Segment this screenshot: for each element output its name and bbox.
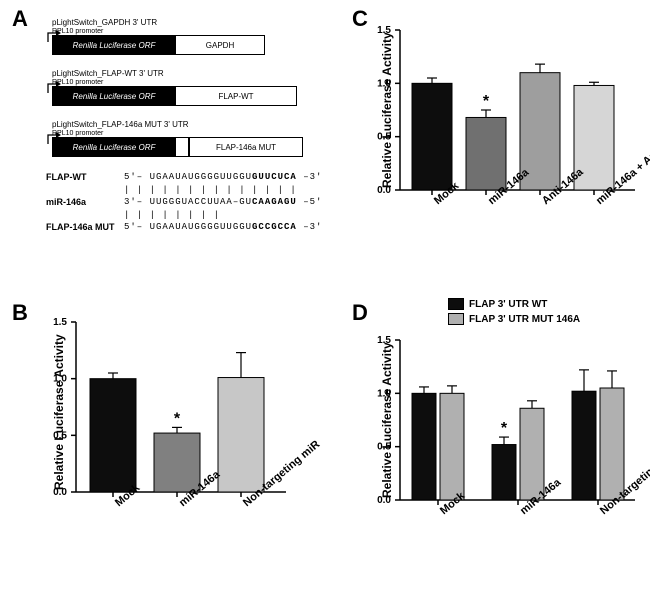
legend-label: FLAP 3' UTR MUT 146A xyxy=(469,314,580,325)
chart-D-ylabel: Relative Luciferase Activity xyxy=(380,342,394,498)
sequence-alignment: FLAP-WT5'– UGAAUAUGGGGUUGGUGUUCUCA –3' |… xyxy=(46,171,334,234)
svg-text:1.5: 1.5 xyxy=(53,317,67,328)
chart-D: Relative Luciferase Activity 0.00.51.01.… xyxy=(400,340,637,507)
construct-subtitle: RPL10 promoter xyxy=(52,79,334,86)
panel-A: pLightSwitch_GAPDH 3' UTRRPL10 promoterR… xyxy=(34,18,334,234)
luciferase-orf-box: Renilla Luciferase ORF xyxy=(52,137,176,157)
promoter-arrow-icon xyxy=(44,30,64,44)
svg-text:*: * xyxy=(174,410,181,427)
utr-box: GAPDH xyxy=(176,35,265,55)
legend-item: FLAP 3' UTR WT xyxy=(448,298,580,310)
promoter-arrow-icon xyxy=(44,81,64,95)
chart-B: Relative Luciferase Activity 0.00.51.01.… xyxy=(76,322,288,499)
legend-swatch xyxy=(448,313,464,325)
legend-swatch xyxy=(448,298,464,310)
luciferase-orf-box: Renilla Luciferase ORF xyxy=(52,86,176,106)
promoter-arrow-icon xyxy=(44,132,64,146)
svg-text:*: * xyxy=(483,93,490,110)
panel-label-C: C xyxy=(352,6,368,32)
utr-box: FLAP-146a MUT xyxy=(189,137,303,157)
chart-B-ylabel: Relative Luciferase Activity xyxy=(52,334,66,490)
construct-title: pLightSwitch_FLAP-WT 3' UTR xyxy=(52,69,334,78)
panel-label-D: D xyxy=(352,300,368,326)
legend-label: FLAP 3' UTR WT xyxy=(469,299,547,310)
construct-title: pLightSwitch_GAPDH 3' UTR xyxy=(52,18,334,27)
panel-label-A: A xyxy=(12,6,28,32)
luciferase-orf-box: Renilla Luciferase ORF xyxy=(52,35,176,55)
construct-subtitle: RPL10 promoter xyxy=(52,28,334,35)
svg-text:*: * xyxy=(501,420,508,437)
chart-C: Relative Luciferase Activity 0.00.51.01.… xyxy=(400,30,637,197)
chart-C-ylabel: Relative Luciferase Activity xyxy=(380,32,394,188)
legend-item: FLAP 3' UTR MUT 146A xyxy=(448,313,580,325)
construct-subtitle: RPL10 promoter xyxy=(52,130,334,137)
chart-D-legend: FLAP 3' UTR WT FLAP 3' UTR MUT 146A xyxy=(448,298,580,328)
construct-title: pLightSwitch_FLAP-146a MUT 3' UTR xyxy=(52,120,334,129)
panel-label-B: B xyxy=(12,300,28,326)
spacer-box xyxy=(176,137,189,157)
utr-box: FLAP-WT xyxy=(176,86,297,106)
